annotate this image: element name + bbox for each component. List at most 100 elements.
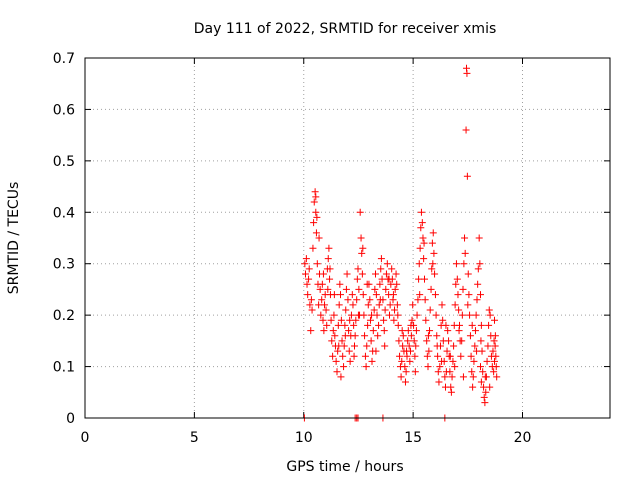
- data-point: [459, 373, 467, 381]
- data-point: [491, 357, 498, 365]
- data-point: [329, 352, 337, 360]
- data-point: [483, 357, 491, 365]
- data-point: [492, 363, 500, 371]
- data-point: [461, 249, 469, 257]
- data-point: [343, 270, 351, 278]
- data-point: [312, 208, 320, 216]
- data-point: [346, 316, 354, 324]
- data-point: [477, 291, 484, 299]
- y-tick-label: 0.4: [53, 205, 75, 221]
- data-point: [441, 373, 449, 381]
- data-point: [438, 357, 446, 365]
- data-point: [367, 337, 375, 345]
- data-point: [426, 306, 434, 314]
- data-point: [398, 357, 406, 365]
- data-point: [372, 291, 380, 299]
- data-point: [412, 342, 420, 350]
- data-point: [429, 229, 437, 237]
- data-point: [418, 219, 426, 227]
- data-point: [442, 321, 450, 329]
- data-point: [481, 373, 489, 381]
- data-point: [471, 327, 479, 335]
- data-point: [312, 193, 320, 201]
- data-point: [334, 347, 342, 355]
- data-point: [394, 321, 402, 329]
- data-point: [468, 321, 476, 329]
- data-point: [382, 285, 390, 293]
- data-point: [395, 337, 403, 345]
- data-point: [467, 352, 475, 360]
- data-point: [455, 327, 463, 335]
- data-point: [397, 373, 405, 381]
- data-point: [414, 296, 422, 304]
- data-point: [393, 301, 401, 309]
- data-point: [326, 265, 334, 273]
- data-point: [489, 347, 497, 355]
- data-point: [375, 321, 383, 329]
- data-point: [480, 393, 488, 401]
- data-point: [357, 234, 365, 242]
- data-point: [341, 332, 349, 340]
- data-point: [354, 311, 362, 319]
- data-point: [326, 275, 334, 283]
- data-point: [346, 357, 354, 365]
- data-point: [459, 285, 467, 293]
- data-point: [333, 368, 341, 376]
- data-point: [393, 280, 401, 288]
- data-point: [403, 347, 411, 355]
- data-point: [427, 285, 435, 293]
- data-point: [404, 337, 412, 345]
- data-point: [428, 265, 436, 273]
- data-point: [361, 332, 369, 340]
- data-point: [362, 363, 370, 371]
- x-tick-label: 0: [81, 430, 90, 446]
- data-point: [324, 285, 332, 293]
- data-point: [306, 301, 314, 309]
- data-point: [401, 378, 409, 386]
- data-point: [355, 285, 363, 293]
- data-point: [305, 265, 313, 273]
- data-point: [361, 352, 369, 360]
- data-point: [421, 275, 428, 283]
- data-point: [313, 213, 321, 221]
- data-points: [300, 64, 501, 422]
- data-point: [310, 198, 318, 206]
- data-point: [335, 342, 343, 350]
- data-point: [420, 239, 428, 247]
- data-point: [307, 296, 315, 304]
- data-point: [323, 321, 331, 329]
- data-point: [304, 291, 312, 299]
- data-point: [457, 352, 465, 360]
- x-axis-title: GPS time / hours: [286, 459, 403, 475]
- data-point: [339, 352, 347, 360]
- data-point: [409, 301, 417, 309]
- data-point: [455, 306, 463, 314]
- data-point: [484, 342, 492, 350]
- data-point: [368, 357, 376, 365]
- data-point: [415, 260, 423, 268]
- data-point: [358, 249, 366, 257]
- data-point: [391, 306, 399, 314]
- x-tick-label: 5: [190, 430, 199, 446]
- data-point: [340, 363, 348, 371]
- data-point: [444, 327, 452, 335]
- data-point: [353, 296, 361, 304]
- data-point: [413, 311, 421, 319]
- data-point: [382, 270, 390, 278]
- data-point: [449, 357, 457, 365]
- x-tick-label: 15: [404, 430, 422, 446]
- data-point: [349, 301, 357, 309]
- data-point: [351, 342, 358, 350]
- data-point: [477, 378, 485, 386]
- data-point: [466, 311, 474, 319]
- data-point: [466, 332, 474, 340]
- data-point: [477, 363, 484, 371]
- data-point: [447, 388, 455, 396]
- data-point: [462, 126, 470, 134]
- data-point: [396, 352, 404, 360]
- data-point: [452, 260, 460, 268]
- data-point: [434, 352, 442, 360]
- data-point: [319, 270, 327, 278]
- data-point: [492, 352, 500, 360]
